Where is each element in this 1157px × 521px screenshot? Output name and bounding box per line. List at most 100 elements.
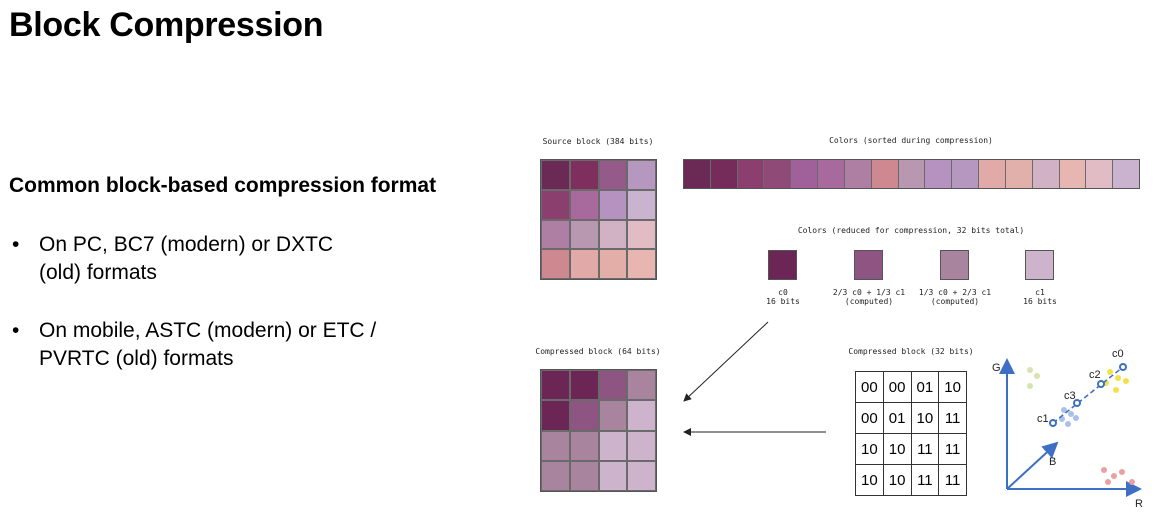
source-block-grid <box>540 159 657 280</box>
point-c3 <box>1073 399 1081 407</box>
reduced-colors-label: Colors (reduced for compression, 32 bits… <box>797 226 1025 235</box>
color-cell <box>569 249 599 279</box>
color-cell <box>1059 160 1087 188</box>
swatch-note-line: (computed) <box>844 297 894 306</box>
color-cell <box>627 219 656 250</box>
bits-cell: 00 <box>855 402 884 434</box>
color-cell <box>925 160 953 188</box>
color-cell <box>1032 160 1060 188</box>
swatch-note-line: 2/3 c0 + 1/3 c1 <box>832 288 906 297</box>
endpoint-c1 <box>1049 419 1057 427</box>
color-cell <box>598 460 628 491</box>
scatter-point <box>1061 407 1067 413</box>
swatch-c1-note: c1 16 bits <box>1023 288 1057 306</box>
color-cell <box>952 160 980 188</box>
scatter-point <box>1113 387 1119 393</box>
scatter-point <box>1027 367 1033 373</box>
color-cell <box>541 219 570 250</box>
arrow-diagonal <box>683 321 769 402</box>
source-block-label: Source block (384 bits) <box>542 137 654 146</box>
color-cell <box>1005 160 1033 188</box>
swatch-c1 <box>1025 250 1054 280</box>
bits-row: 00 00 01 10 <box>855 371 967 403</box>
color-cell <box>541 160 570 190</box>
scatter-point <box>1111 473 1117 479</box>
label-c0: c0 <box>1112 348 1124 360</box>
color-cell <box>871 160 899 188</box>
sorted-colors-label: Colors (sorted during compression) <box>829 136 993 145</box>
color-cell <box>791 160 819 188</box>
bits-cell: 11 <box>910 433 940 465</box>
color-cell <box>627 430 656 461</box>
color-cell <box>569 400 599 431</box>
color-cell <box>569 189 599 220</box>
bits-cell: 11 <box>938 402 967 434</box>
sorted-colors-bar <box>683 159 1140 189</box>
slide-subtitle: Common block-based compression format <box>9 174 437 197</box>
bullet-pc: • On PC, BC7 (modern) or DXTC (old) form… <box>12 231 379 287</box>
scatter-point <box>1119 469 1125 475</box>
bits-cell: 00 <box>882 371 912 403</box>
scatter-point <box>1073 415 1079 421</box>
color-cell <box>569 160 599 190</box>
label-c2: c2 <box>1089 369 1101 381</box>
swatch-c0 <box>768 250 797 280</box>
scatter-point <box>1129 479 1135 485</box>
bullet-text: On mobile, ASTC (modern) or ETC / PVRTC … <box>39 319 377 370</box>
color-cell <box>541 400 570 431</box>
bits-row: 10 10 11 11 <box>855 464 967 496</box>
color-cell <box>627 160 656 190</box>
bullet-mobile: • On mobile, ASTC (modern) or ETC / PVRT… <box>12 317 379 373</box>
color-cell <box>627 460 656 491</box>
compressed-block-64-grid <box>540 369 657 492</box>
swatch-c3 <box>940 250 969 280</box>
swatch-c2 <box>854 250 883 280</box>
scatter-point <box>1115 375 1121 381</box>
axis-b-line <box>1006 441 1059 490</box>
bits-cell: 10 <box>938 371 967 403</box>
color-cell <box>844 160 872 188</box>
bits-row: 00 01 10 11 <box>855 402 967 434</box>
bits-cell: 00 <box>855 371 884 403</box>
color-cell <box>598 160 628 190</box>
endpoint-line <box>1052 366 1124 424</box>
color-cell <box>541 249 570 279</box>
color-cell <box>627 370 656 401</box>
scatter-point <box>1027 383 1033 389</box>
scatter-point <box>1034 373 1040 379</box>
point-c2 <box>1097 380 1105 388</box>
swatch-note-line: 16 bits <box>766 297 800 306</box>
color-cell <box>541 430 570 461</box>
color-cell <box>627 249 656 279</box>
color-cell <box>598 400 628 431</box>
color-cell <box>598 219 628 250</box>
color-cell <box>541 370 570 401</box>
color-cell <box>737 160 765 188</box>
color-space-plot: G R B c0 c2 c3 c1 <box>992 348 1143 510</box>
axis-r-label: R <box>1135 498 1143 510</box>
color-cell <box>569 460 599 491</box>
color-cell <box>710 160 738 188</box>
color-cell <box>979 160 1006 188</box>
color-cell <box>569 219 599 250</box>
bullet-marker: • <box>12 319 20 342</box>
swatch-c2-note: 2/3 c0 + 1/3 c1 (computed) <box>833 288 905 306</box>
bits-cell: 10 <box>855 464 884 496</box>
color-cell <box>598 189 628 220</box>
scatter-point <box>1123 378 1129 384</box>
swatch-note-line: (computed) <box>930 297 980 306</box>
scatter-point <box>1101 467 1107 473</box>
compressed-block-32-label: Compressed block (32 bits) <box>848 347 974 356</box>
endpoint-c0 <box>1119 363 1127 371</box>
swatch-note-line: 16 bits <box>1023 297 1057 306</box>
color-cell <box>1086 160 1114 188</box>
scatter-point <box>1105 479 1111 485</box>
axis-b-label: B <box>1049 456 1056 468</box>
color-cell <box>598 370 628 401</box>
color-cell <box>1113 160 1140 188</box>
color-cell <box>569 370 599 401</box>
color-cell <box>627 189 656 220</box>
swatch-c0-note: c0 16 bits <box>766 288 800 306</box>
color-cell <box>818 160 845 188</box>
